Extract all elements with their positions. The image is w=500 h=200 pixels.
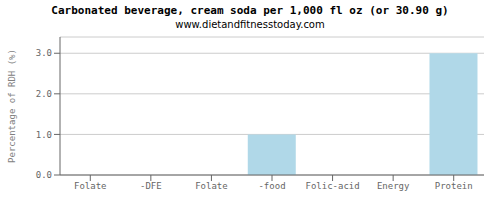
svg-text:Folic-acid: Folic-acid [305,181,359,191]
html-text:www.dietandfitnesstoday.com: www.dietandfitnesstoday.com [175,19,325,30]
svg-text:0.0: 0.0 [36,170,52,180]
svg-text:Folate: Folate [195,181,228,191]
svg-text:Protein: Protein [435,181,473,191]
html-text:Carbonated beverage, cream sod: Carbonated beverage, cream soda per 1,00… [51,4,449,17]
svg-text:1.0: 1.0 [36,130,52,140]
svg-text:Energy: Energy [377,181,410,191]
svg-text:-food: -food [258,181,285,191]
svg-text:3.0: 3.0 [36,48,52,58]
svg-text:Folate: Folate [74,181,107,191]
svg-text:-DFE: -DFE [140,181,162,191]
svg-text:2.0: 2.0 [36,89,52,99]
svg-text:Percentage of RDH (%): Percentage of RDH (%) [8,49,17,163]
